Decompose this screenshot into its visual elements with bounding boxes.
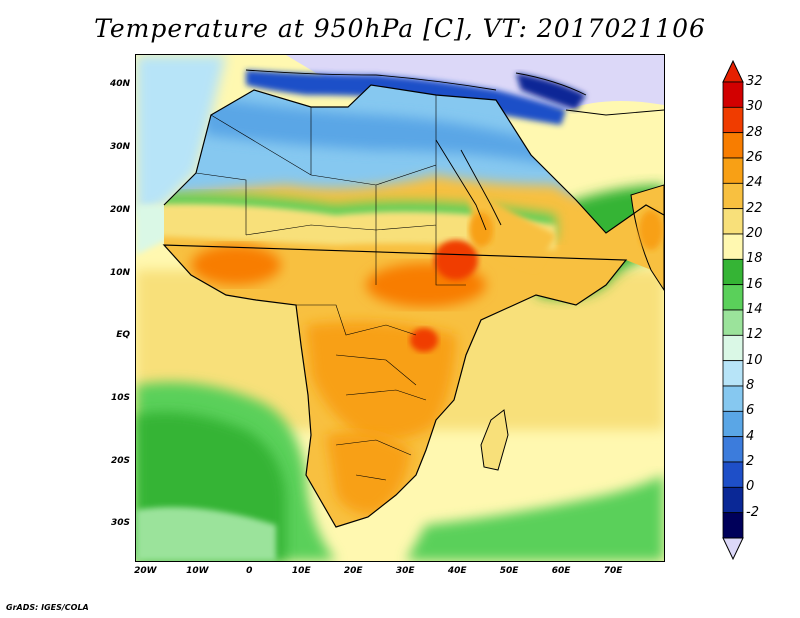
west-africa-hot (191, 245, 281, 285)
colorbar-label-7: 18 (746, 251, 763, 267)
lat-label-20n: 20N (109, 204, 130, 215)
colorbar-swatch-10 (722, 334, 744, 362)
colorbar-label-10: 12 (746, 327, 763, 343)
lat-label-10s: 10S (110, 392, 130, 403)
lon-label-70e: 70E (603, 566, 623, 576)
madagascar (480, 409, 509, 471)
ocean-south-indian-cool (406, 475, 664, 561)
lat-label-40n: 40N (109, 79, 130, 90)
lat-label-eq: EQ (116, 330, 130, 341)
sahel-light (164, 203, 556, 250)
colorbar-label-13: 6 (746, 403, 755, 419)
yemen-hot (469, 212, 493, 248)
colorbar-label-5: 22 (746, 200, 763, 216)
ocean-north-atlantic-cool (136, 55, 226, 215)
lon-label-50e: 50E (499, 566, 519, 576)
lon-label-0: 0 (246, 566, 253, 576)
lat-label-20s: 20S (110, 455, 130, 466)
colorbar-top-arrow (722, 60, 744, 83)
colorbar-label-1: 30 (746, 99, 763, 115)
lon-label-20w: 20W (134, 566, 157, 576)
colorbar-swatch-1 (722, 106, 744, 134)
colorbar-label-3: 26 (746, 150, 763, 165)
colorbar-swatch-4 (722, 182, 744, 210)
colorbar-swatch-9 (722, 309, 744, 336)
chart-title: Temperature at 950hPa [C], VT: 201702110… (94, 14, 706, 43)
lon-label-20e: 20E (343, 566, 363, 576)
colorbar-label-14: 4 (746, 428, 755, 444)
map-panel (135, 54, 665, 562)
colorbar-swatch-15 (722, 461, 744, 488)
colorbar-swatch-8 (722, 284, 744, 311)
ocean-southwest-light (136, 507, 276, 561)
lat-label-30n: 30N (109, 142, 130, 153)
lon-label-60e: 60E (551, 566, 571, 576)
colorbar-label-6: 20 (746, 226, 763, 241)
lon-label-40e: 40E (447, 566, 467, 576)
colorbar-label-2: 28 (746, 124, 763, 140)
colorbar-label-16: 0 (746, 479, 755, 495)
colorbar-swatch-5 (722, 208, 744, 235)
colorbar-swatch-2 (722, 132, 744, 159)
colorbar-swatch-16 (722, 486, 744, 514)
colorbar-bottom-arrow (722, 537, 744, 560)
sahara-cooler (196, 95, 556, 165)
lon-label-10e: 10E (291, 566, 311, 576)
colorbar-swatch-14 (722, 436, 744, 463)
colorbar-label-4: 24 (746, 175, 763, 191)
colorbar-swatch-6 (722, 233, 744, 260)
colorbar-swatch-13 (722, 410, 744, 438)
colorbar-swatch-11 (722, 360, 744, 387)
arabia-warm (466, 185, 556, 270)
lat-label-30s: 30S (110, 518, 130, 529)
colorbar-swatch-17 (722, 512, 744, 539)
colorbar-swatch-0 (722, 81, 744, 108)
colorbar-label-11: 10 (746, 352, 763, 368)
lat-label-10n: 10N (109, 267, 130, 278)
southern-africa-warm (326, 432, 411, 515)
temperature-map (136, 55, 664, 561)
colorbar-swatch-3 (722, 157, 744, 184)
india-hot (639, 210, 663, 250)
lon-label-10w: 10W (186, 566, 209, 576)
credit-text: GrADS: IGES/COLA (6, 603, 89, 612)
central-africa-warm (306, 321, 456, 441)
europe-coastline (245, 69, 664, 116)
colorbar (722, 60, 744, 560)
colorbar-swatch-7 (722, 258, 744, 286)
black-sea-cold (516, 73, 586, 110)
colorbar-label-15: 2 (746, 454, 755, 469)
colorbar-label-0: 32 (746, 74, 763, 89)
country-borders (195, 95, 466, 481)
red-sea-coast (435, 139, 502, 231)
ethiopia-hot (434, 240, 478, 280)
colorbar-label-8: 16 (746, 276, 763, 292)
africa-coastline (162, 84, 664, 528)
colorbar-swatch-12 (722, 385, 744, 412)
colorbar-label-17: -2 (746, 504, 759, 520)
lon-label-30e: 30E (395, 566, 415, 576)
colorbar-label-9: 14 (746, 302, 763, 317)
lake-victoria-hot (410, 328, 438, 352)
colorbar-label-12: 8 (746, 378, 755, 393)
